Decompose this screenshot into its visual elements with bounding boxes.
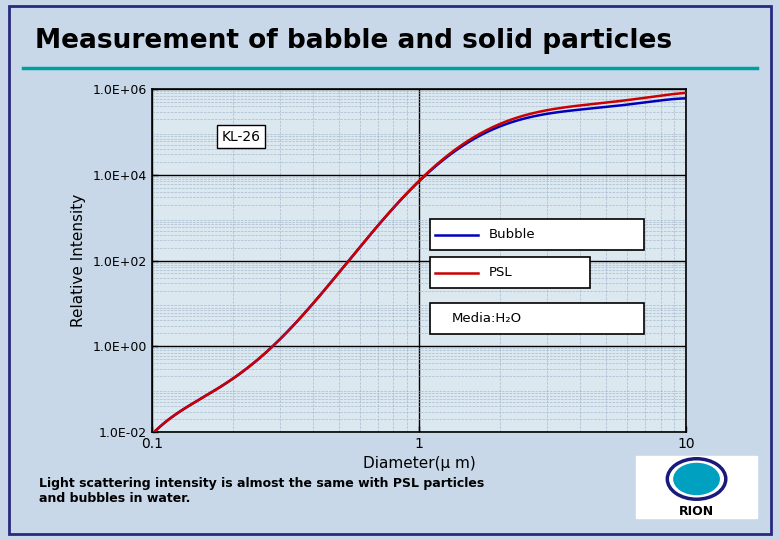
FancyBboxPatch shape [430, 303, 644, 334]
Y-axis label: Relative Intensity: Relative Intensity [71, 194, 86, 327]
Ellipse shape [673, 463, 720, 495]
Text: Measurement of babble and solid particles: Measurement of babble and solid particle… [35, 28, 672, 53]
FancyBboxPatch shape [430, 219, 644, 250]
Text: Media:H₂O: Media:H₂O [452, 312, 522, 325]
Text: KL-26: KL-26 [222, 130, 261, 144]
Text: RION: RION [679, 505, 714, 518]
Text: PSL: PSL [489, 266, 512, 279]
X-axis label: Diameter(μ m): Diameter(μ m) [363, 456, 476, 471]
Text: Bubble: Bubble [489, 228, 535, 241]
Text: Light scattering intensity is almost the same with PSL particles
and bubbles in : Light scattering intensity is almost the… [39, 477, 484, 505]
FancyBboxPatch shape [636, 456, 757, 518]
FancyBboxPatch shape [430, 257, 590, 288]
